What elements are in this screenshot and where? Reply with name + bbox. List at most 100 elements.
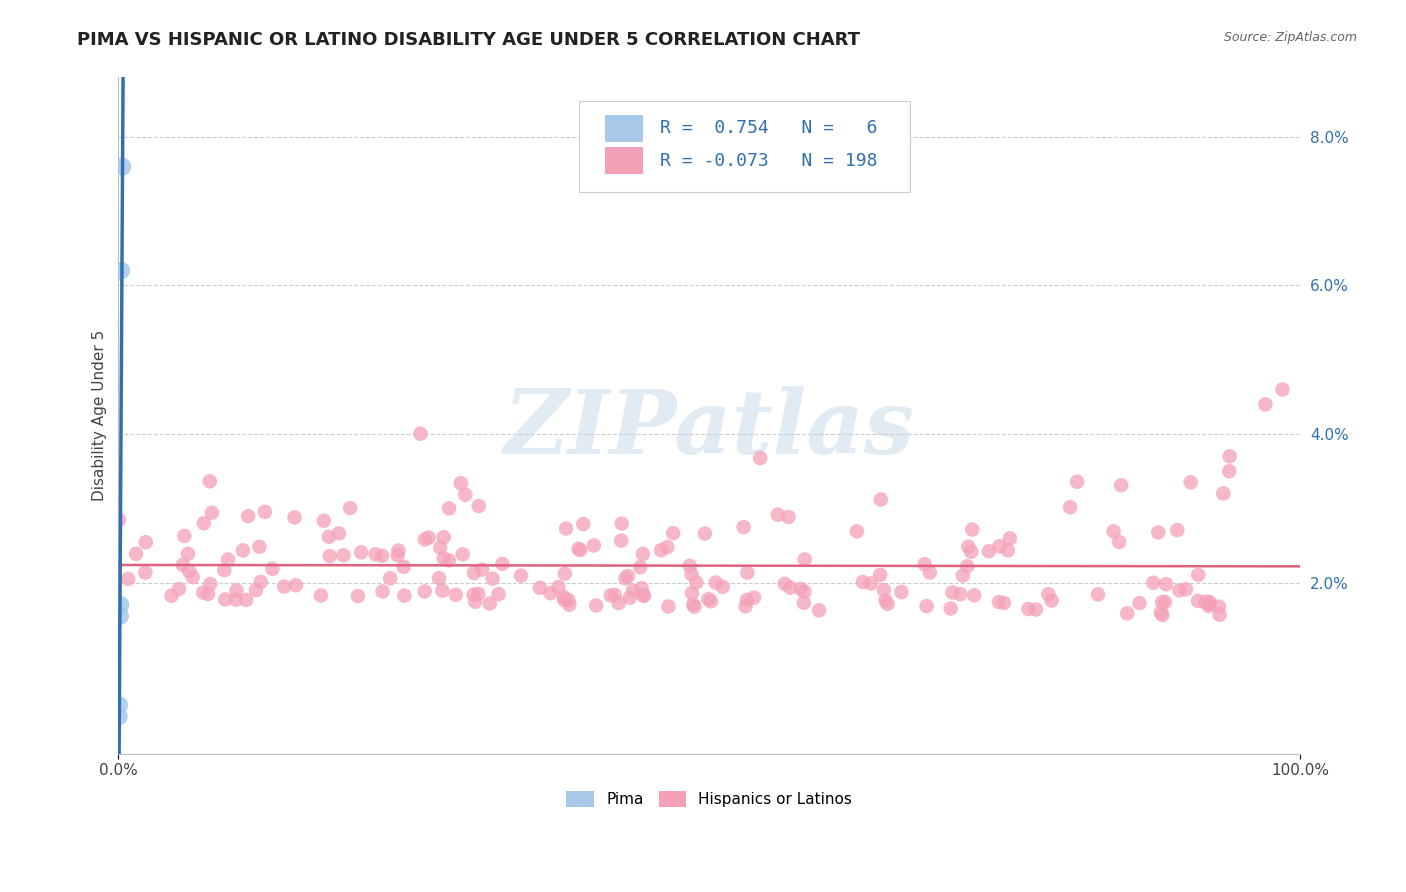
Point xyxy=(214,592,236,607)
Point xyxy=(1142,575,1164,590)
Point xyxy=(700,594,723,608)
Point xyxy=(683,599,706,614)
Point xyxy=(108,698,131,713)
Point xyxy=(963,588,986,602)
Point xyxy=(1187,568,1209,582)
Point xyxy=(214,563,236,577)
Point xyxy=(957,540,980,554)
Point xyxy=(273,580,295,594)
Point xyxy=(1108,535,1130,549)
Point xyxy=(941,585,963,599)
Point xyxy=(529,581,551,595)
Point xyxy=(779,581,801,595)
Point xyxy=(1128,596,1150,610)
Point xyxy=(1152,607,1174,622)
Point xyxy=(778,510,800,524)
Point xyxy=(572,516,595,531)
Point xyxy=(110,598,132,612)
Point xyxy=(1168,583,1191,598)
Point xyxy=(962,523,984,537)
Point xyxy=(429,541,451,555)
Point xyxy=(1254,397,1277,411)
Point xyxy=(852,574,875,589)
Point xyxy=(599,589,621,603)
Point xyxy=(201,506,224,520)
Point xyxy=(418,531,440,545)
Point xyxy=(312,514,335,528)
Point xyxy=(249,574,271,589)
Point xyxy=(253,505,276,519)
Point xyxy=(869,567,891,582)
Point xyxy=(283,510,305,524)
Point xyxy=(198,475,221,489)
Point xyxy=(371,549,394,563)
Point xyxy=(876,597,898,611)
Point xyxy=(1109,478,1132,492)
Point xyxy=(387,543,409,558)
Text: R =  0.754   N =   6: R = 0.754 N = 6 xyxy=(659,120,877,137)
Point xyxy=(245,583,267,598)
Point xyxy=(491,557,513,571)
Point xyxy=(793,596,815,610)
Point xyxy=(657,599,679,614)
Point xyxy=(1271,383,1294,397)
Point xyxy=(1147,525,1170,540)
Point xyxy=(1040,593,1063,607)
Point xyxy=(177,547,200,561)
Point xyxy=(1187,594,1209,608)
Point xyxy=(193,585,215,599)
Point xyxy=(918,566,941,580)
Text: PIMA VS HISPANIC OR LATINO DISABILITY AGE UNDER 5 CORRELATION CHART: PIMA VS HISPANIC OR LATINO DISABILITY AG… xyxy=(77,31,860,49)
Point xyxy=(1087,587,1109,601)
Point xyxy=(225,583,247,598)
Point xyxy=(193,516,215,531)
Point xyxy=(734,599,756,614)
Point xyxy=(789,582,811,596)
Text: ZIPatlas: ZIPatlas xyxy=(503,385,915,472)
Point xyxy=(735,592,758,607)
Point xyxy=(481,572,503,586)
Point xyxy=(160,589,183,603)
Point xyxy=(956,559,979,574)
Point xyxy=(454,488,477,502)
Point xyxy=(987,595,1010,609)
Point xyxy=(538,586,561,600)
Point xyxy=(332,549,354,563)
Point xyxy=(988,539,1011,553)
Text: Source: ZipAtlas.com: Source: ZipAtlas.com xyxy=(1223,31,1357,45)
Point xyxy=(657,540,679,554)
Point xyxy=(413,533,436,547)
Point xyxy=(108,513,131,527)
Point xyxy=(437,553,460,567)
Point xyxy=(1198,599,1220,613)
Point xyxy=(697,592,720,607)
Point xyxy=(1212,486,1234,500)
Point xyxy=(173,529,195,543)
Point xyxy=(1152,595,1174,609)
Point xyxy=(845,524,868,539)
Point xyxy=(262,562,284,576)
Point xyxy=(427,571,450,585)
Point xyxy=(681,586,703,600)
Point xyxy=(167,582,190,596)
Point xyxy=(181,570,204,584)
Point xyxy=(371,584,394,599)
Point xyxy=(413,584,436,599)
Point xyxy=(617,569,640,583)
Point xyxy=(555,522,578,536)
Point xyxy=(467,499,489,513)
Point xyxy=(444,588,467,602)
Point xyxy=(631,547,654,561)
Point xyxy=(1038,587,1060,601)
Point xyxy=(610,533,633,548)
Point xyxy=(568,541,591,556)
Point xyxy=(1180,475,1202,490)
Point xyxy=(553,591,575,605)
Text: R = -0.073   N = 198: R = -0.073 N = 198 xyxy=(659,152,877,169)
Point xyxy=(737,566,759,580)
Point xyxy=(610,516,633,531)
Point xyxy=(685,575,707,590)
Point xyxy=(433,551,456,566)
Point xyxy=(387,548,409,562)
Point xyxy=(200,577,222,591)
